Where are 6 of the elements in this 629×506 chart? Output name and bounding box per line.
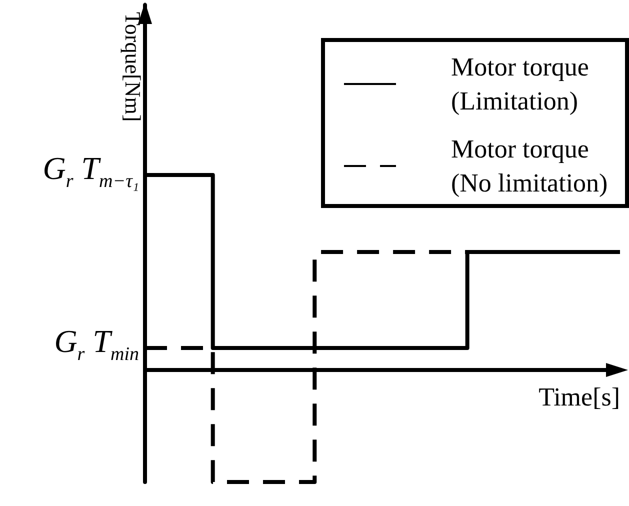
text: G$_{r}$ T$_{min}$ — [54, 323, 139, 367]
y-axis-title: Torque[Nm] — [120, 12, 146, 122]
legend-label: Motor torque (No limitation) — [451, 134, 608, 198]
x-axis-title: Time[s] — [538, 382, 620, 412]
legend-label: Motor torque (Limitation) — [451, 52, 596, 116]
text: G$_{r}$ T$_{m−τ₁}$ — [42, 150, 139, 194]
